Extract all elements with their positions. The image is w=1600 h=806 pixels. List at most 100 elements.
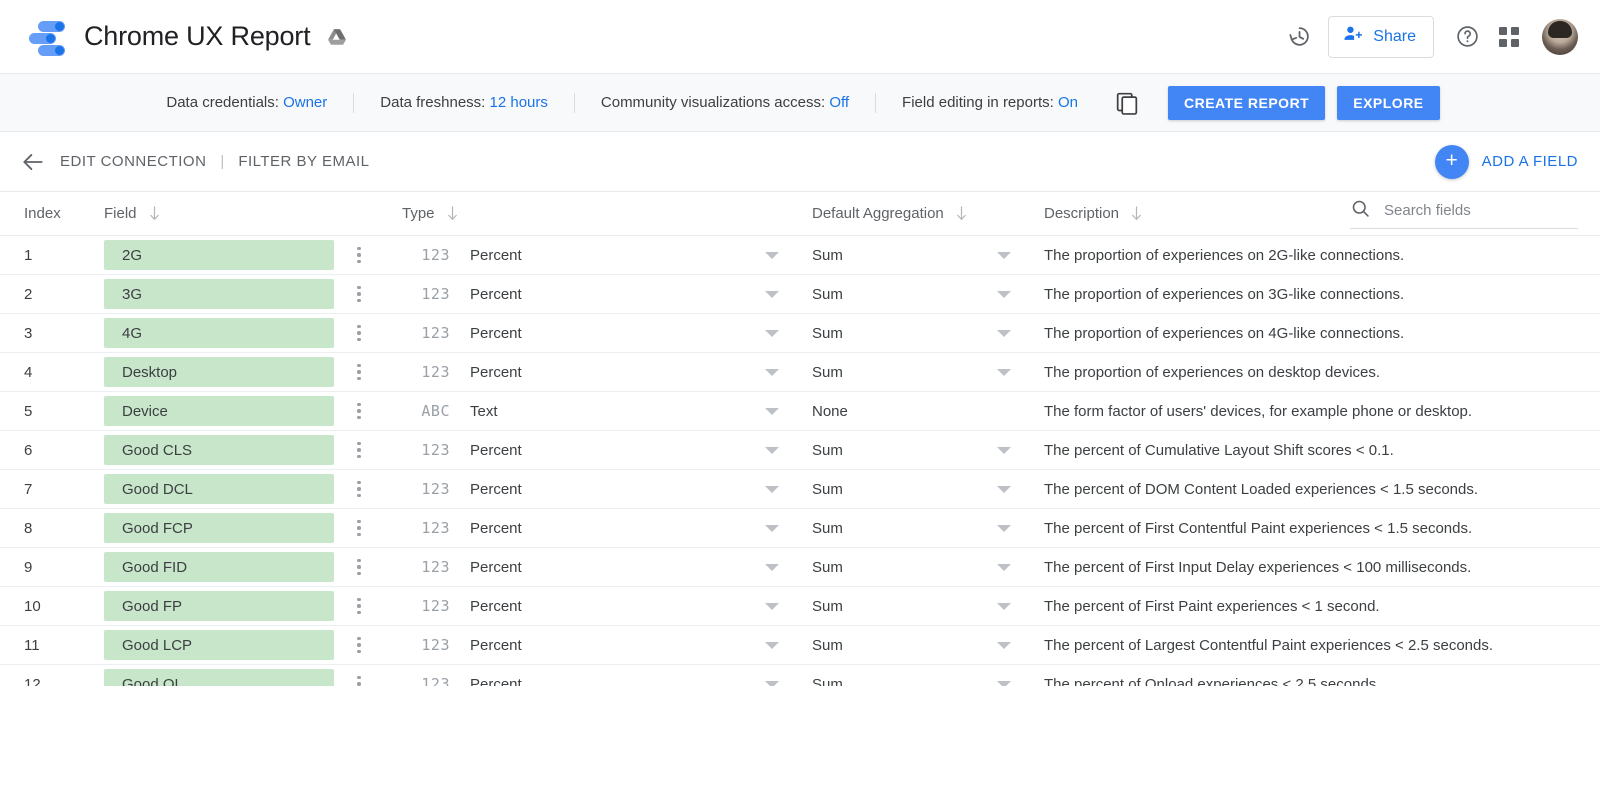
table-row-1[interactable]: 1 2G 123 Percent Sum The proportion of e… bbox=[0, 236, 1600, 275]
row-menu-icon[interactable] bbox=[342, 519, 376, 537]
cell-default-aggregation[interactable]: Sum bbox=[812, 442, 1044, 459]
filter-by-email-button[interactable]: FILTER BY EMAIL bbox=[238, 153, 370, 170]
field-chip[interactable]: Good FCP bbox=[104, 513, 334, 543]
cell-default-aggregation[interactable]: Sum bbox=[812, 325, 1044, 342]
cell-default-aggregation[interactable]: Sum bbox=[812, 676, 1044, 686]
sort-descending-arrow-icon[interactable] bbox=[954, 205, 969, 222]
field-chip[interactable]: Good FID bbox=[104, 552, 334, 582]
chevron-down-icon[interactable] bbox=[765, 680, 779, 686]
info-value[interactable]: Owner bbox=[283, 93, 328, 111]
table-row-6[interactable]: 6 Good CLS 123 Percent Sum The percent o… bbox=[0, 431, 1600, 470]
chevron-down-icon[interactable] bbox=[765, 407, 779, 415]
info-data-credentials[interactable]: Data credentials: Owner bbox=[140, 92, 355, 113]
cell-type[interactable]: 123 Percent bbox=[402, 441, 812, 459]
chevron-down-icon[interactable] bbox=[997, 329, 1011, 337]
field-chip[interactable]: 2G bbox=[104, 240, 334, 270]
row-menu-icon[interactable] bbox=[342, 480, 376, 498]
chevron-down-icon[interactable] bbox=[997, 680, 1011, 686]
info-value[interactable]: 12 hours bbox=[489, 93, 548, 111]
table-row-5[interactable]: 5 Device ABC Text None The form factor o… bbox=[0, 392, 1600, 431]
table-row-2[interactable]: 2 3G 123 Percent Sum The proportion of e… bbox=[0, 275, 1600, 314]
chevron-down-icon[interactable] bbox=[997, 368, 1011, 376]
sort-descending-arrow-icon[interactable] bbox=[147, 205, 162, 222]
row-menu-icon[interactable] bbox=[342, 636, 376, 654]
info-field-editing[interactable]: Field editing in reports: On bbox=[876, 93, 1104, 113]
chevron-down-icon[interactable] bbox=[765, 485, 779, 493]
cell-default-aggregation[interactable]: Sum bbox=[812, 520, 1044, 537]
chevron-down-icon[interactable] bbox=[997, 602, 1011, 610]
chevron-down-icon[interactable] bbox=[765, 290, 779, 298]
chevron-down-icon[interactable] bbox=[765, 524, 779, 532]
chevron-down-icon[interactable] bbox=[997, 251, 1011, 259]
field-chip[interactable]: Good FP bbox=[104, 591, 334, 621]
cell-default-aggregation[interactable]: Sum bbox=[812, 364, 1044, 381]
plus-icon[interactable]: + bbox=[1434, 144, 1469, 179]
field-chip[interactable]: 3G bbox=[104, 279, 334, 309]
chevron-down-icon[interactable] bbox=[765, 329, 779, 337]
row-menu-icon[interactable] bbox=[342, 402, 376, 420]
chevron-down-icon[interactable] bbox=[997, 290, 1011, 298]
field-chip[interactable]: Good CLS bbox=[104, 435, 334, 465]
table-row-4[interactable]: 4 Desktop 123 Percent Sum The proportion… bbox=[0, 353, 1600, 392]
cell-default-aggregation[interactable]: Sum bbox=[812, 559, 1044, 576]
row-menu-icon[interactable] bbox=[342, 675, 376, 686]
row-menu-icon[interactable] bbox=[342, 285, 376, 303]
column-header-description[interactable]: Description bbox=[1044, 198, 1600, 229]
sort-descending-arrow-icon[interactable] bbox=[445, 205, 460, 222]
field-chip[interactable]: Good DCL bbox=[104, 474, 334, 504]
google-drive-icon[interactable] bbox=[325, 26, 349, 48]
table-row-9[interactable]: 9 Good FID 123 Percent Sum The percent o… bbox=[0, 548, 1600, 587]
row-menu-icon[interactable] bbox=[342, 441, 376, 459]
cell-type[interactable]: 123 Percent bbox=[402, 675, 812, 686]
cell-default-aggregation[interactable]: Sum bbox=[812, 286, 1044, 303]
table-row-11[interactable]: 11 Good LCP 123 Percent Sum The percent … bbox=[0, 626, 1600, 665]
table-row-8[interactable]: 8 Good FCP 123 Percent Sum The percent o… bbox=[0, 509, 1600, 548]
chevron-down-icon[interactable] bbox=[765, 602, 779, 610]
row-menu-icon[interactable] bbox=[342, 597, 376, 615]
table-row-12[interactable]: 12 Good OL 123 Percent Sum The percent o… bbox=[0, 665, 1600, 686]
info-value[interactable]: Off bbox=[829, 93, 850, 111]
row-menu-icon[interactable] bbox=[342, 246, 376, 264]
cell-default-aggregation[interactable]: Sum bbox=[812, 247, 1044, 264]
column-header-type[interactable]: Type bbox=[402, 205, 812, 222]
cell-type[interactable]: 123 Percent bbox=[402, 324, 812, 342]
help-circle-icon[interactable] bbox=[1446, 16, 1488, 58]
search-input[interactable] bbox=[1384, 202, 1578, 219]
chevron-down-icon[interactable] bbox=[997, 485, 1011, 493]
column-header-field[interactable]: Field bbox=[104, 205, 402, 222]
cell-type[interactable]: 123 Percent bbox=[402, 519, 812, 537]
explore-button[interactable]: EXPLORE bbox=[1337, 85, 1440, 120]
chevron-down-icon[interactable] bbox=[997, 641, 1011, 649]
info-community-visualizations[interactable]: Community visualizations access: Off bbox=[575, 92, 877, 113]
cell-type[interactable]: 123 Percent bbox=[402, 285, 812, 303]
table-row-10[interactable]: 10 Good FP 123 Percent Sum The percent o… bbox=[0, 587, 1600, 626]
page-title[interactable]: Chrome UX Report bbox=[84, 21, 311, 51]
cell-type[interactable]: 123 Percent bbox=[402, 636, 812, 654]
cell-default-aggregation[interactable]: None bbox=[812, 403, 1044, 420]
row-menu-icon[interactable] bbox=[342, 558, 376, 576]
field-chip[interactable]: Good LCP bbox=[104, 630, 334, 660]
search-fields-box[interactable] bbox=[1350, 198, 1578, 229]
apps-grid-icon[interactable] bbox=[1488, 16, 1530, 58]
chevron-down-icon[interactable] bbox=[997, 563, 1011, 571]
column-header-default-aggregation[interactable]: Default Aggregation bbox=[812, 205, 1044, 222]
back-arrow-icon[interactable] bbox=[20, 149, 46, 175]
cell-type[interactable]: 123 Percent bbox=[402, 246, 812, 264]
edit-connection-button[interactable]: EDIT CONNECTION bbox=[60, 153, 207, 170]
field-chip[interactable]: Device bbox=[104, 396, 334, 426]
chevron-down-icon[interactable] bbox=[765, 446, 779, 454]
cell-type[interactable]: 123 Percent bbox=[402, 363, 812, 381]
cell-type[interactable]: ABC Text bbox=[402, 402, 812, 420]
cell-default-aggregation[interactable]: Sum bbox=[812, 481, 1044, 498]
copy-icon[interactable] bbox=[1114, 90, 1140, 116]
cell-default-aggregation[interactable]: Sum bbox=[812, 598, 1044, 615]
chevron-down-icon[interactable] bbox=[765, 563, 779, 571]
chevron-down-icon[interactable] bbox=[765, 641, 779, 649]
chevron-down-icon[interactable] bbox=[997, 524, 1011, 532]
share-button[interactable]: Share bbox=[1328, 15, 1434, 58]
version-history-icon[interactable] bbox=[1278, 16, 1320, 58]
field-chip[interactable]: Desktop bbox=[104, 357, 334, 387]
chevron-down-icon[interactable] bbox=[997, 446, 1011, 454]
chevron-down-icon[interactable] bbox=[765, 251, 779, 259]
sort-descending-arrow-icon[interactable] bbox=[1129, 205, 1144, 222]
